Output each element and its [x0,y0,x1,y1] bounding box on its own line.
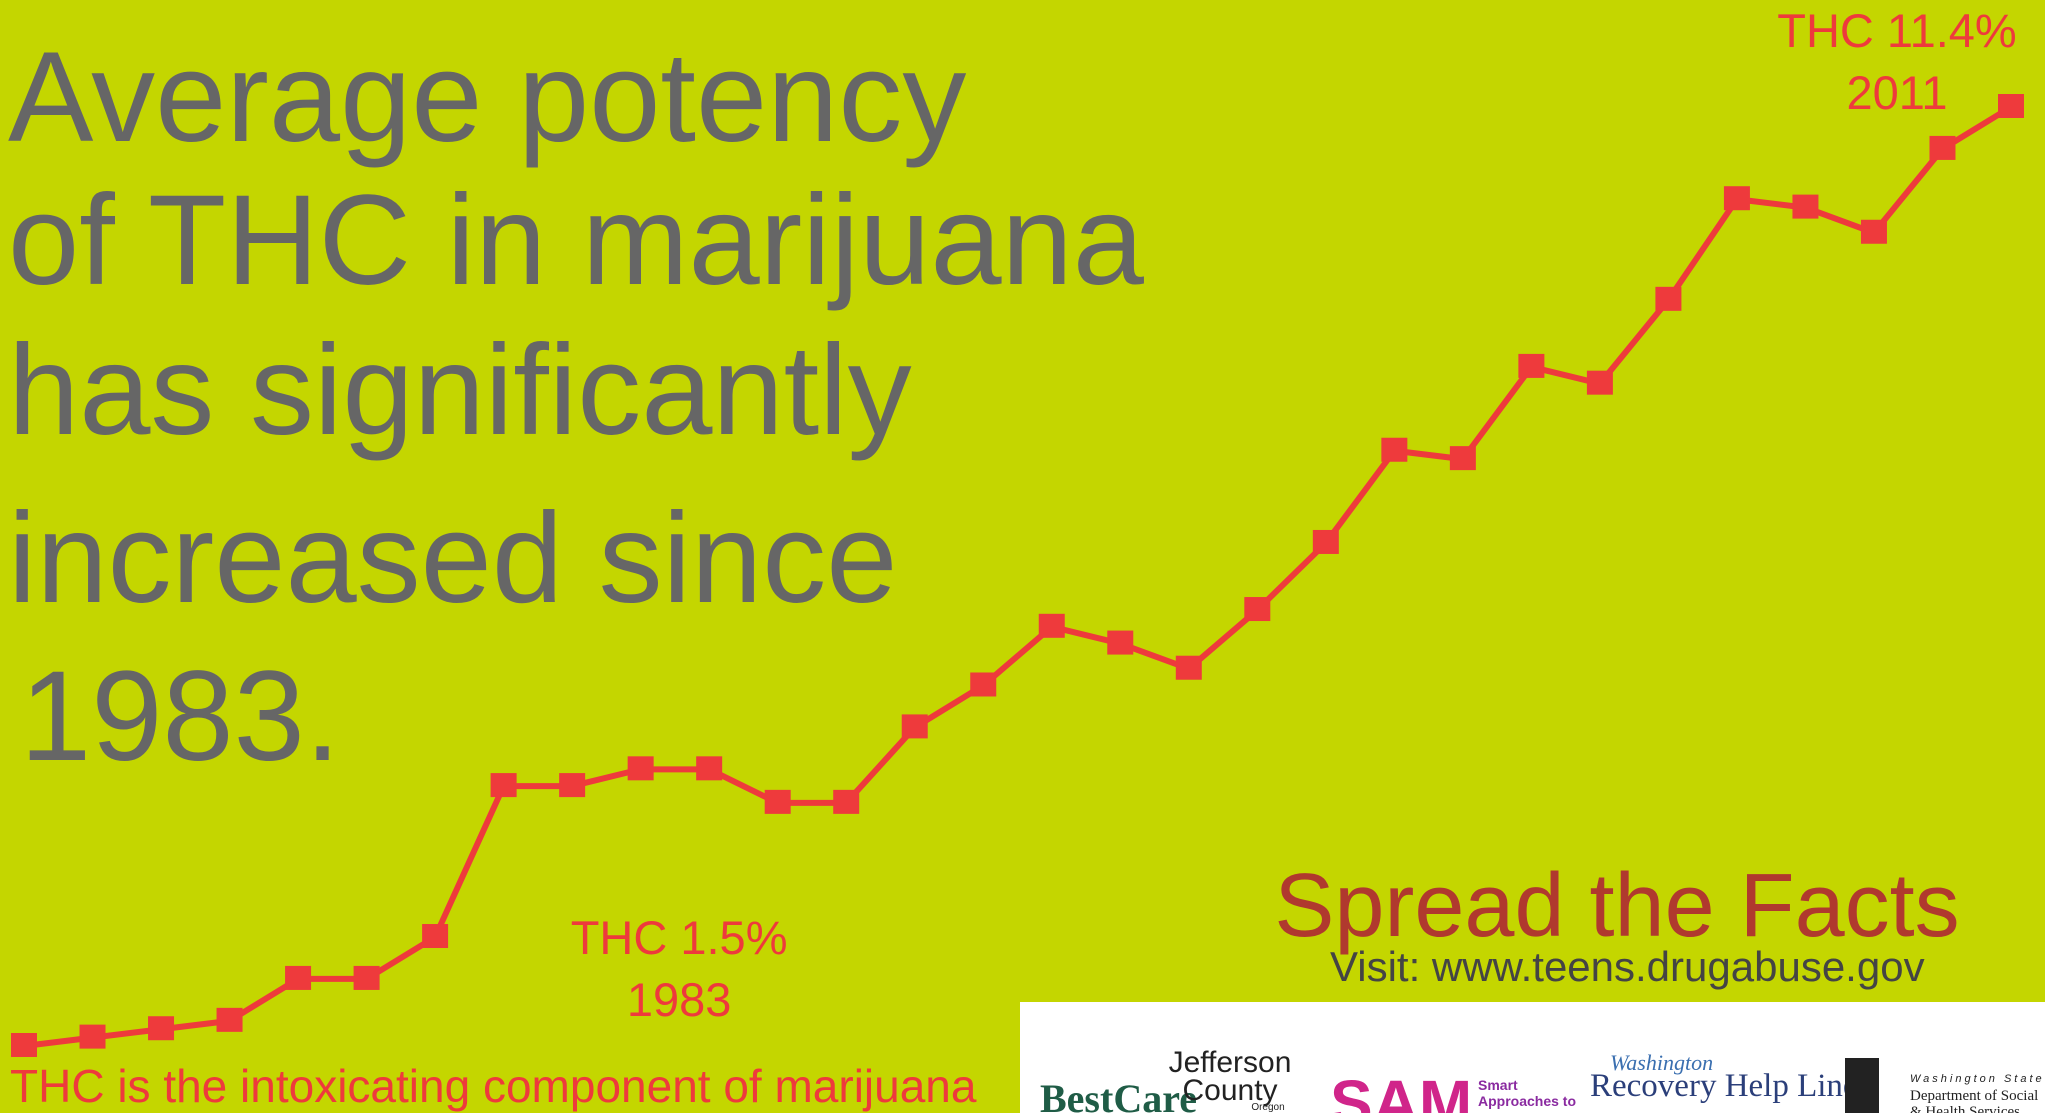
point [1792,194,1819,219]
title-line: has significantly [8,319,912,462]
visit: Visit: www.teens.drugabuse.gov [1330,943,1925,990]
point [1998,94,2024,118]
logo-bestcare: BestCare [1040,1076,1197,1113]
cta: Spread the Facts [1274,856,1959,956]
point [490,773,517,798]
point [285,965,312,990]
point [1655,286,1682,311]
point [1381,437,1408,462]
logo-sam-line: Approaches to [1478,1093,1576,1109]
point [11,1033,37,1057]
point [79,1024,106,1049]
point [1244,597,1271,622]
point [627,756,654,781]
plot [11,94,2024,1057]
point [696,756,723,781]
logo-washington: Washington [1610,1050,1713,1075]
point [559,773,586,798]
title-line: Average potency [8,26,966,169]
note: THC is the intoxicating component of mar… [10,1060,977,1112]
logo-sam-line: Smart [1478,1077,1518,1093]
point [970,672,997,697]
annotation: 2011 [1846,66,1947,119]
annotation: THC 11.4% [1777,4,2016,57]
logo-dshs-icon [1845,1058,1879,1113]
point [1723,186,1750,211]
logo-county: County [1182,1074,1277,1107]
logo-dshs-line: Washington State [1910,1073,2045,1085]
point [1586,370,1613,395]
logo-dshs-line: Department of Social [1910,1088,2038,1104]
logo-dshs-line: & Health Services [1910,1104,2020,1113]
annotation: 1983 [627,973,732,1026]
logo-sam: SAM [1330,1067,1472,1113]
logo-jefferson: Jefferson [1169,1046,1292,1079]
title-line: 1983. [20,645,340,788]
point [1038,613,1065,638]
point [833,789,860,814]
point [1175,655,1202,680]
point [1449,446,1476,471]
point [1107,630,1134,655]
point [1518,353,1545,378]
point [353,965,380,990]
point [1312,529,1339,554]
annotation: THC 1.5% [571,911,788,964]
point [422,924,449,949]
point [1929,135,1956,160]
point [901,714,928,739]
logo-recovery: Recovery Help Line [1590,1068,1858,1104]
logo-oregon: Oregon [1251,1102,1284,1113]
point [148,1016,175,1041]
title-line: increased since [8,487,897,630]
point [764,789,791,814]
title-line: of THC in marijuana [8,169,1145,312]
point [1860,219,1887,244]
point [216,1007,243,1032]
